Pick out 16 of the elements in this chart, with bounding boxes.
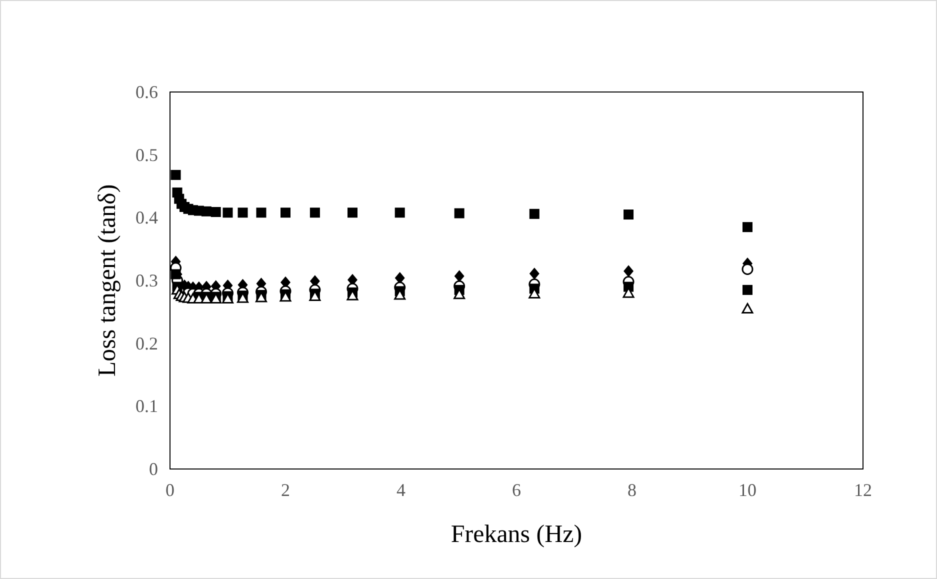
y-tick-label: 0.5 [136,144,158,165]
y-tick-label: 0.4 [136,208,158,228]
y-tick-label: 0.2 [136,333,158,354]
y-tick-label: 0.6 [136,82,158,102]
x-tick-label: 0 [166,480,174,500]
x-tick-label: 4 [396,480,406,500]
x-axis-title: Frekans (Hz) [450,521,582,548]
x-tick-label: 6 [512,480,521,500]
y-tick-label: 0 [149,459,158,479]
x-tick-label: 12 [854,480,872,500]
y-tick-label: 0.1 [136,396,158,416]
x-tick-label: 8 [628,480,636,500]
x-tick-label: 10 [738,480,756,500]
y-tick-label: 0.3 [136,270,158,290]
x-tick-label: 2 [281,480,290,500]
y-axis-title: Loss tangent (tanδ) [94,184,121,377]
